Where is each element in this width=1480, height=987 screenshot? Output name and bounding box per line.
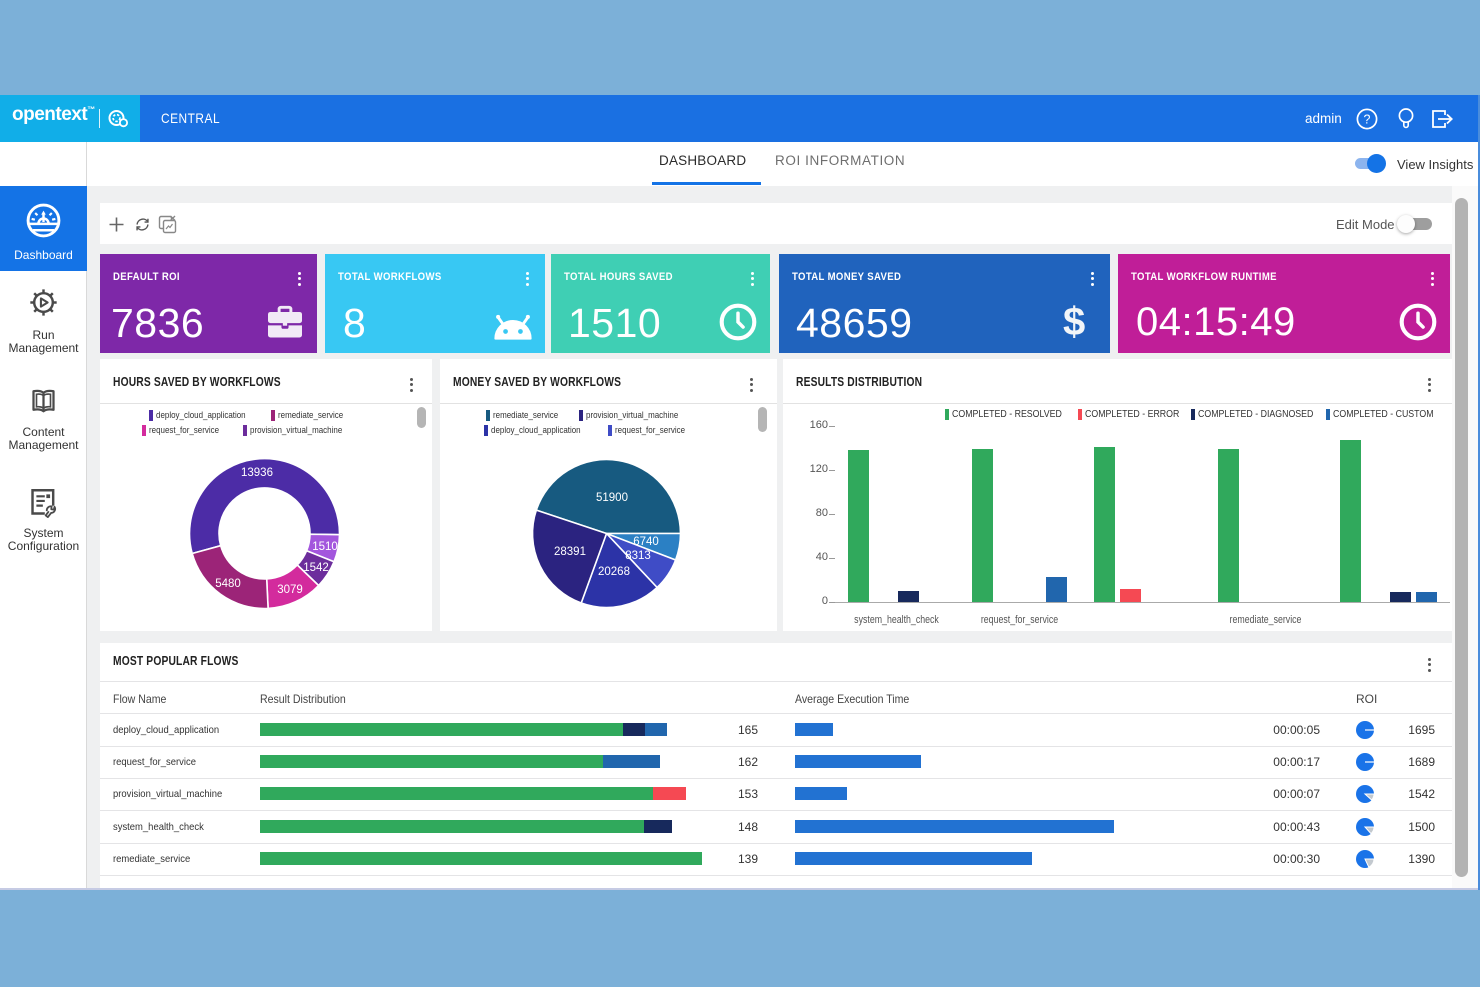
svg-text:6740: 6740	[633, 536, 659, 548]
svg-text:3079: 3079	[277, 584, 303, 596]
svg-text:?: ?	[1364, 113, 1371, 127]
svg-text:1542: 1542	[303, 562, 329, 574]
svg-text:1510: 1510	[312, 541, 338, 553]
svg-text:20268: 20268	[598, 566, 630, 578]
svg-text:8313: 8313	[625, 550, 651, 562]
svg-text:5480: 5480	[215, 578, 241, 590]
svg-text:13936: 13936	[241, 467, 273, 479]
svg-text:51900: 51900	[596, 492, 628, 504]
svg-text:28391: 28391	[554, 546, 586, 558]
